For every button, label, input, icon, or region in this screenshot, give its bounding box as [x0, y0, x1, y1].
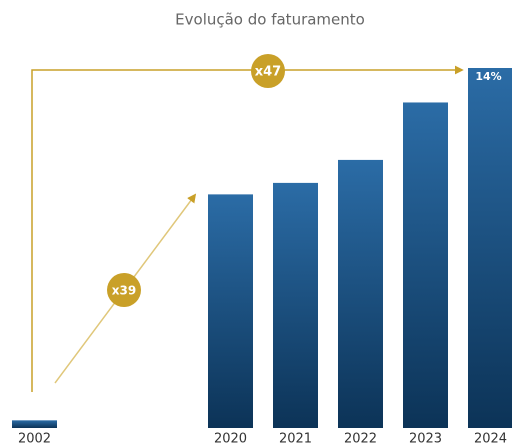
bar [468, 68, 512, 428]
x-tick-label: 2022 [344, 432, 377, 447]
x-tick-label: 2002 [18, 432, 51, 447]
growth-arrow [31, 65, 464, 392]
x-tick-label: 2023 [409, 432, 442, 447]
bar [208, 194, 253, 428]
bar [403, 102, 448, 429]
x-tick-label: 2024 [474, 432, 507, 447]
badge [251, 54, 285, 88]
bar [273, 182, 318, 428]
annotation: x39 [112, 284, 136, 298]
badge [107, 273, 141, 307]
x-tick-label: 2021 [279, 432, 312, 447]
bar [338, 159, 383, 428]
annotation: 14% [475, 70, 501, 83]
chart-title: Evolução do faturamento [175, 11, 365, 29]
bar [12, 420, 57, 428]
x-tick-label: 2020 [214, 432, 247, 447]
annotation: x47 [255, 65, 281, 80]
